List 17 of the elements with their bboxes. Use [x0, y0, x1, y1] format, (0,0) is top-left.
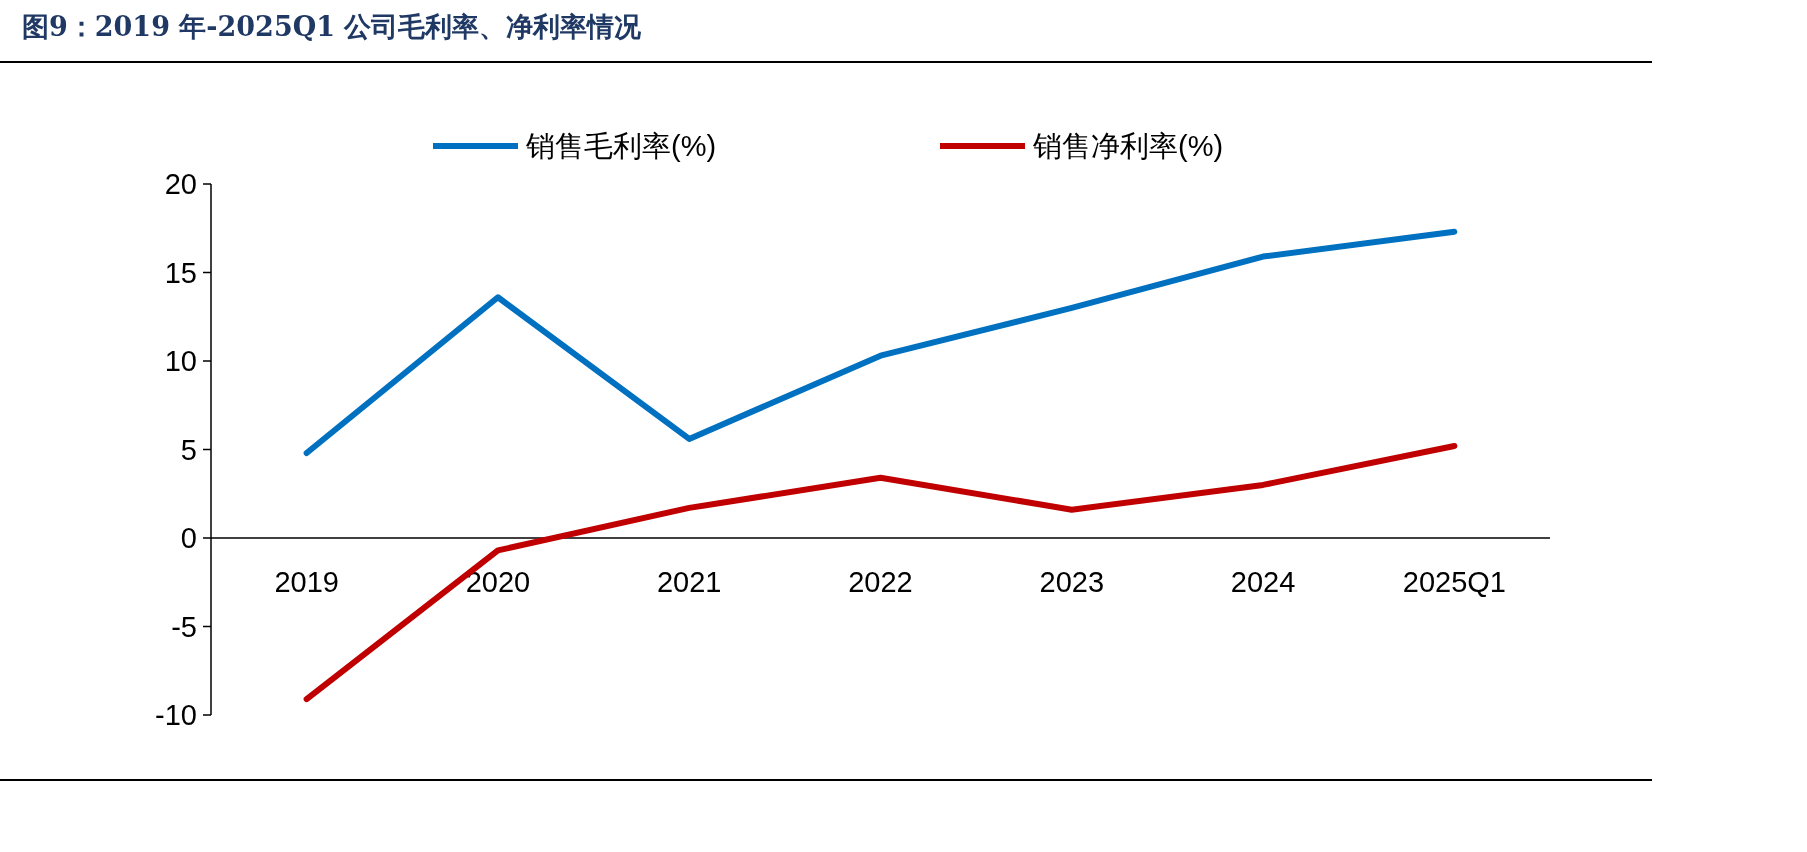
x-tick-label: 2020 — [465, 566, 531, 598]
y-tick-label: 0 — [180, 522, 197, 554]
x-tick-label: 2019 — [274, 566, 339, 598]
y-tick-label: 15 — [164, 256, 197, 289]
y-tick-label: -5 — [171, 610, 197, 643]
x-tick-label: 2022 — [848, 566, 913, 598]
x-tick-label: 2024 — [1230, 566, 1296, 598]
y-tick-label: -10 — [155, 699, 197, 731]
y-tick-label: 10 — [164, 345, 197, 377]
y-tick-label: 5 — [180, 433, 197, 466]
y-tick-label: 20 — [164, 168, 197, 200]
chart-title: 图9：2019 年-2025Q1 公司毛利率、净利率情况 — [22, 11, 643, 42]
x-tick-label: 2025Q1 — [1402, 566, 1506, 598]
legend-label: 销售净利率(%) — [1032, 130, 1224, 162]
legend-label: 销售毛利率(%) — [525, 130, 717, 162]
x-tick-label: 2023 — [1039, 566, 1105, 598]
x-tick-label: 2021 — [656, 566, 722, 598]
